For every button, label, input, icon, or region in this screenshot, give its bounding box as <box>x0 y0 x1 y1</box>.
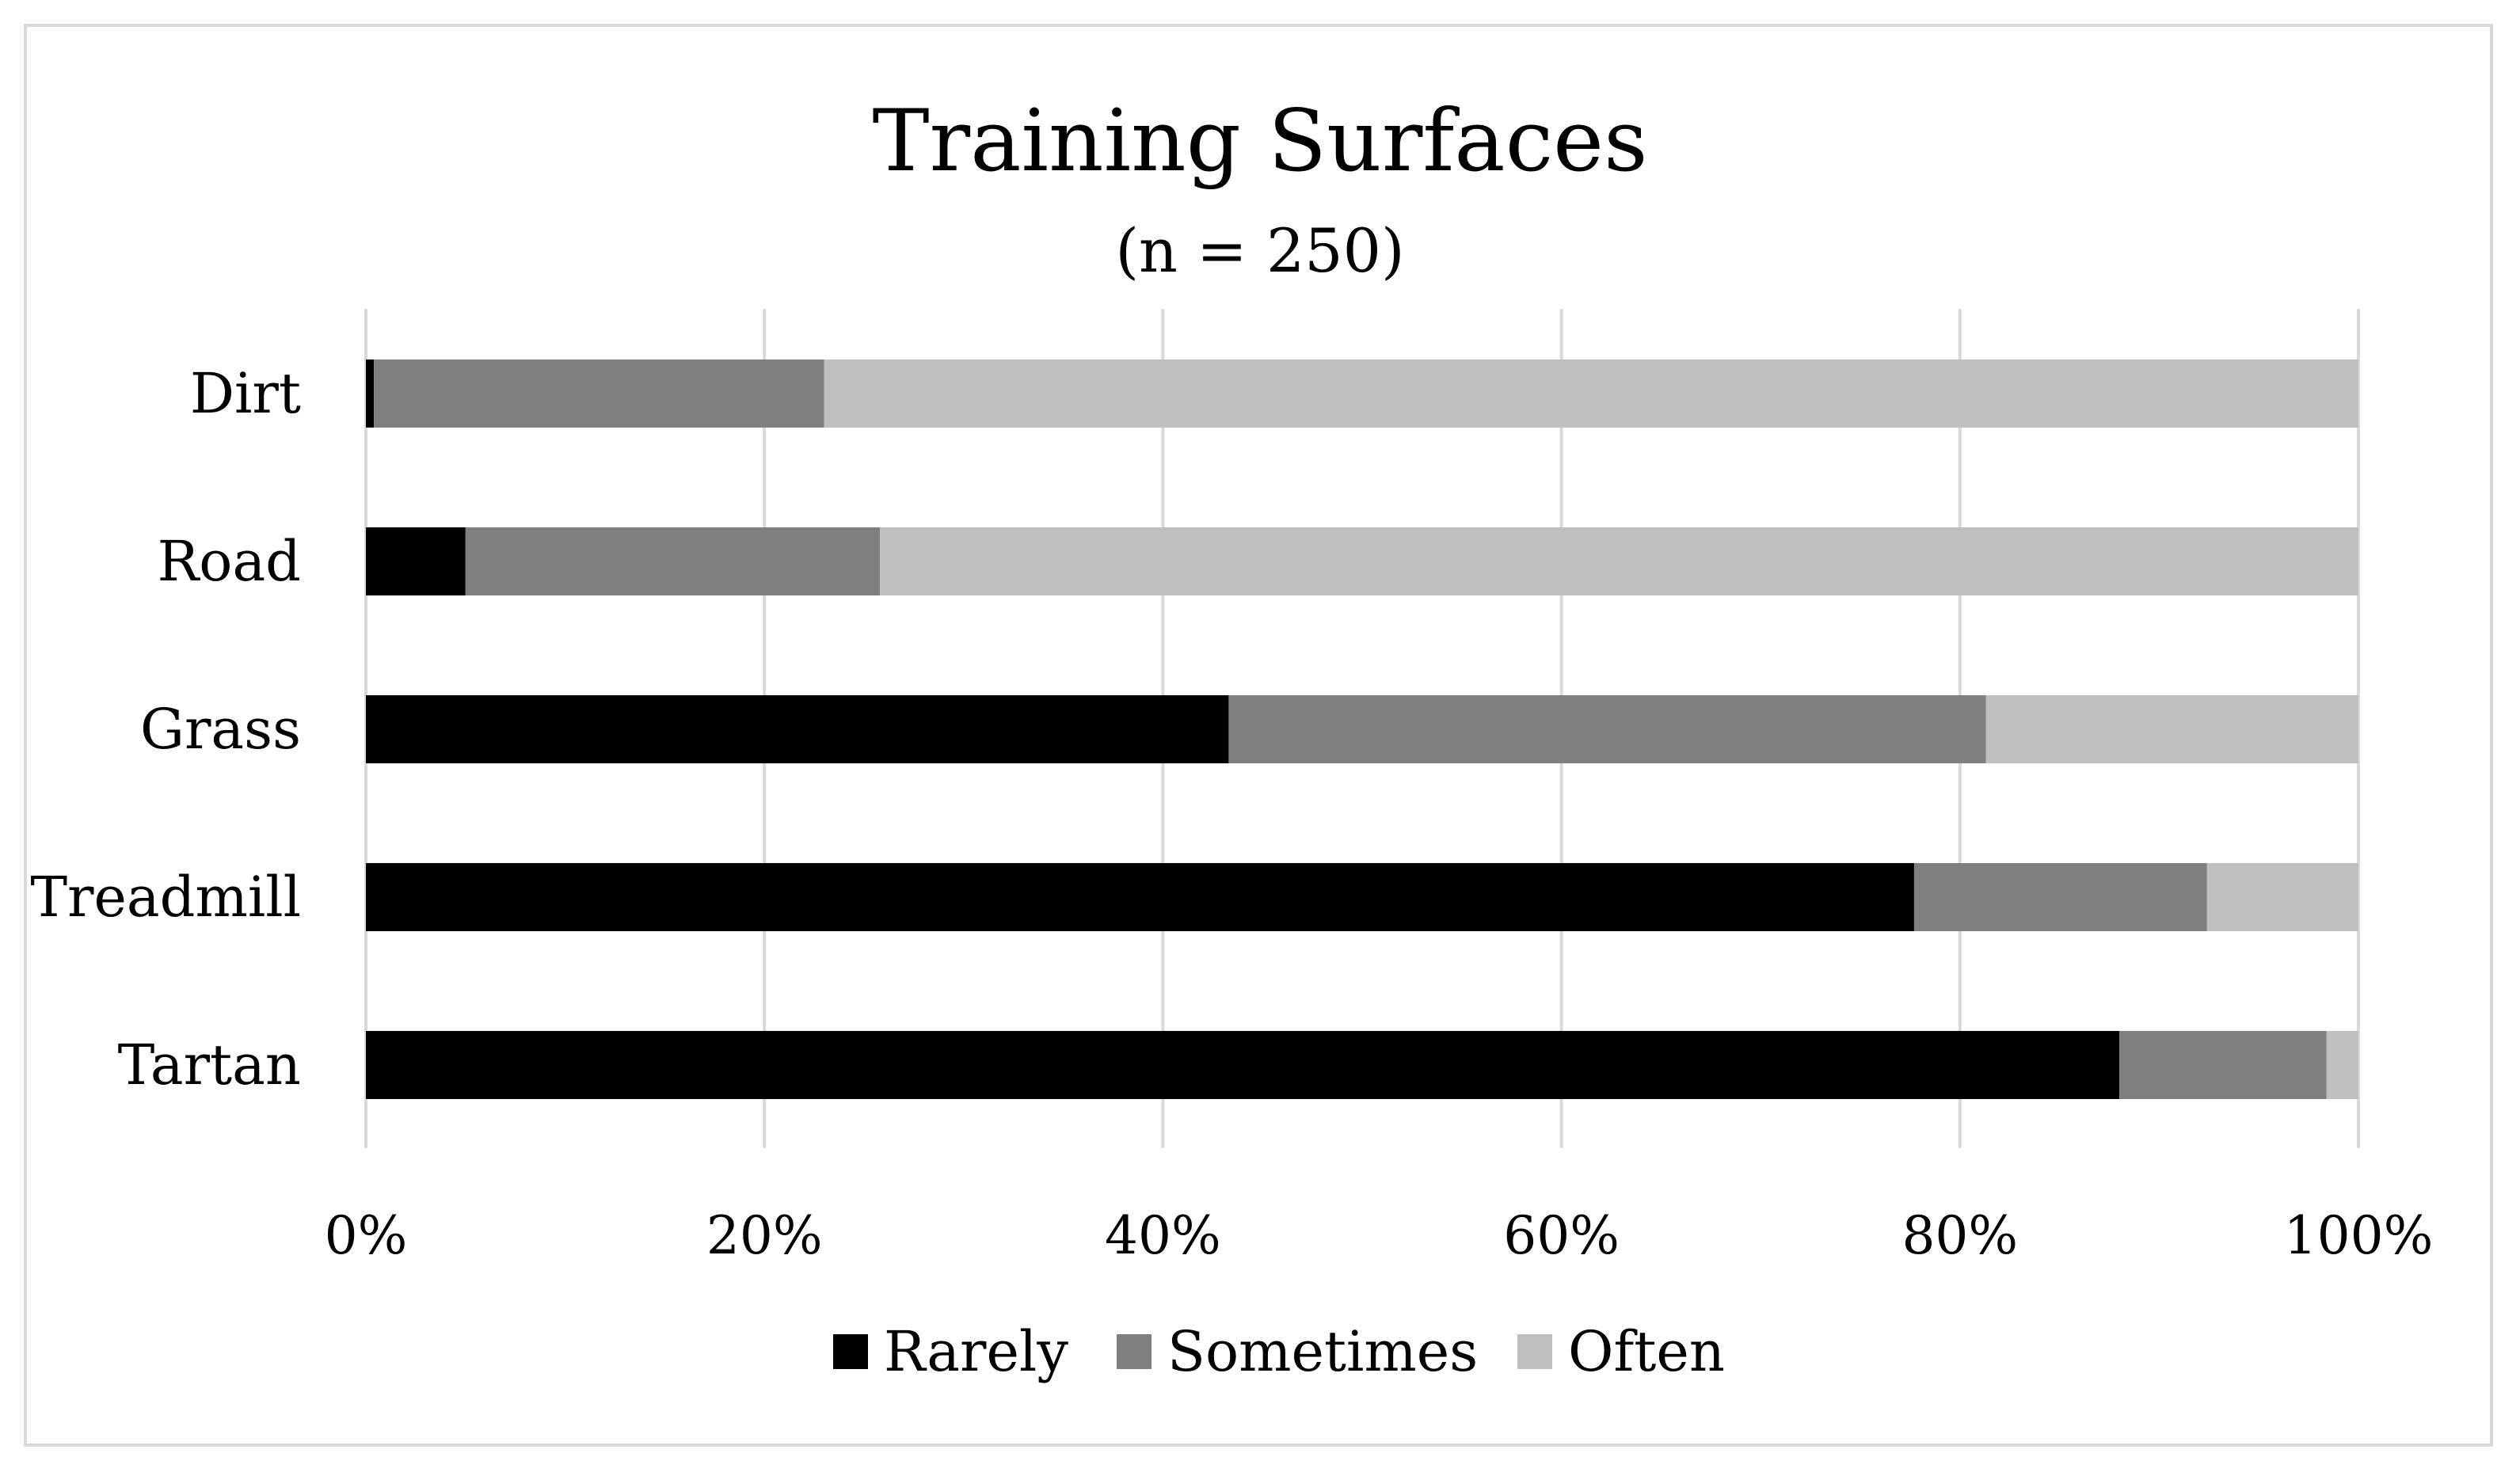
chart-title: Training Surfaces <box>872 92 1647 191</box>
bar-road-rarely <box>366 527 466 595</box>
category-label-tartan: Tartan <box>118 1033 301 1097</box>
category-label-road: Road <box>158 529 301 594</box>
bar-tartan-rarely <box>366 1031 2120 1099</box>
legend-swatch-often <box>1517 1334 1552 1369</box>
bar-road-often <box>880 527 2358 595</box>
category-label-dirt: Dirt <box>190 361 301 426</box>
bar-grass-rarely <box>366 695 1229 763</box>
bar-grass-often <box>1985 695 2358 763</box>
x-tick-label-2: 40% <box>1105 1205 1221 1266</box>
bar-road-sometimes <box>465 527 881 595</box>
bar-treadmill-sometimes <box>1913 863 2207 931</box>
legend-swatch-rarely <box>833 1334 868 1369</box>
chart-subtitle: (n = 250) <box>1115 215 1404 286</box>
legend-swatch-sometimes <box>1117 1334 1152 1369</box>
bar-tartan-sometimes <box>2119 1031 2327 1099</box>
category-label-treadmill: Treadmill <box>30 865 301 930</box>
legend-label-rarely: Rarely <box>884 1319 1068 1384</box>
x-tick-labels: 0% 20% 40% 60% 80% 100% <box>325 1205 2434 1266</box>
x-tick-label-3: 60% <box>1503 1205 1620 1266</box>
legend: Rarely Sometimes Often <box>833 1319 1725 1384</box>
bar-dirt-often <box>824 359 2358 428</box>
x-tick-label-1: 20% <box>706 1205 823 1266</box>
bar-tartan-often <box>2326 1031 2358 1099</box>
legend-label-sometimes: Sometimes <box>1167 1319 1478 1384</box>
x-tick-label-5: 100% <box>2284 1205 2434 1266</box>
category-labels: Dirt Road Grass Treadmill Tartan <box>30 361 301 1097</box>
bar-grass-sometimes <box>1228 695 1986 763</box>
legend-label-often: Often <box>1568 1319 1725 1384</box>
x-tick-label-0: 0% <box>325 1205 408 1266</box>
bar-dirt-sometimes <box>374 359 824 428</box>
bars <box>366 359 2358 1099</box>
bar-treadmill-rarely <box>366 863 1914 931</box>
bar-dirt-rarely <box>366 359 375 428</box>
category-label-grass: Grass <box>140 697 301 762</box>
x-tick-label-4: 80% <box>1901 1205 2018 1266</box>
bar-treadmill-often <box>2206 863 2358 931</box>
